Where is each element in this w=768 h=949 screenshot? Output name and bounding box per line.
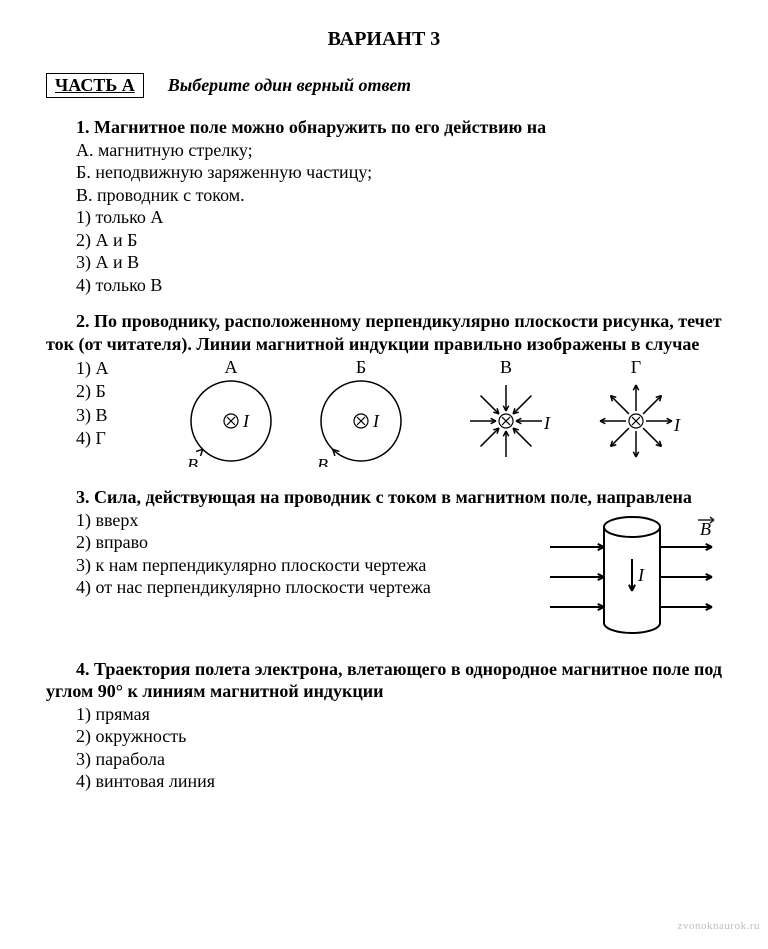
- q2-number: 2.: [76, 311, 90, 331]
- q4-option-4: 4) винтовая линия: [76, 770, 722, 793]
- watermark: zvonoknaurok.ru: [678, 920, 760, 932]
- q3-option-2: 2) вправо: [76, 531, 542, 554]
- q3-number: 3.: [76, 487, 90, 507]
- question-2: 2. По проводнику, расположенному перпенд…: [46, 310, 722, 472]
- q1-line-a: А. магнитную стрелку;: [76, 139, 722, 162]
- question-1: 1. Магнитное поле можно обнаружить по ег…: [46, 116, 722, 296]
- svg-text:I: I: [637, 565, 645, 585]
- q3-option-1: 1) вверх: [76, 509, 542, 532]
- q1-option-1: 1) только А: [76, 206, 722, 229]
- q3-option-4: 4) от нас перпендикулярно плоскости черт…: [76, 576, 542, 599]
- q4-stem: Траектория полета электрона, влетающего …: [46, 659, 722, 702]
- q2-option-2: 2) Б: [76, 380, 156, 403]
- svg-text:I: I: [673, 415, 681, 435]
- q3-figure: IB: [542, 509, 722, 644]
- svg-text:B: B: [187, 455, 198, 467]
- q3-stem: Сила, действующая на проводник с током в…: [94, 487, 692, 507]
- q2-diagrams: А B I Б B I В I Г I: [156, 357, 722, 472]
- q4-option-3: 3) парабола: [76, 748, 722, 771]
- q1-stem: Магнитное поле можно обнаружить по его д…: [94, 117, 546, 137]
- q3-option-3: 3) к нам перпендикулярно плоскости черте…: [76, 554, 542, 577]
- q2-option-1: 1) А: [76, 357, 156, 380]
- part-header: ЧАСТЬ А Выберите один верный ответ: [46, 73, 722, 98]
- svg-text:А: А: [225, 357, 238, 377]
- q1-option-4: 4) только В: [76, 274, 722, 297]
- svg-text:I: I: [543, 413, 551, 433]
- question-3: 3. Сила, действующая на проводник с токо…: [46, 486, 722, 644]
- q2-stem: По проводнику, расположенному перпендику…: [46, 311, 722, 354]
- q1-option-3: 3) А и В: [76, 251, 722, 274]
- svg-text:I: I: [242, 411, 250, 431]
- q1-line-b: Б. неподвижную заряженную частицу;: [76, 161, 722, 184]
- q4-number: 4.: [76, 659, 90, 679]
- q1-number: 1.: [76, 117, 90, 137]
- question-4: 4. Траектория полета электрона, влетающе…: [46, 658, 722, 793]
- part-label: ЧАСТЬ А: [46, 73, 144, 98]
- q1-option-2: 2) А и Б: [76, 229, 722, 252]
- q4-option-2: 2) окружность: [76, 725, 722, 748]
- svg-text:Г: Г: [631, 357, 641, 377]
- svg-text:I: I: [372, 411, 380, 431]
- q2-option-4: 4) Г: [76, 427, 156, 450]
- svg-text:Б: Б: [356, 357, 366, 377]
- svg-text:В: В: [500, 357, 512, 377]
- q4-option-1: 1) прямая: [76, 703, 722, 726]
- page-title: ВАРИАНТ 3: [46, 28, 722, 51]
- q2-option-3: 3) В: [76, 404, 156, 427]
- svg-text:B: B: [317, 455, 328, 467]
- svg-text:B: B: [700, 519, 711, 539]
- part-instruction: Выберите один верный ответ: [168, 75, 411, 96]
- q1-line-c: В. проводник с током.: [76, 184, 722, 207]
